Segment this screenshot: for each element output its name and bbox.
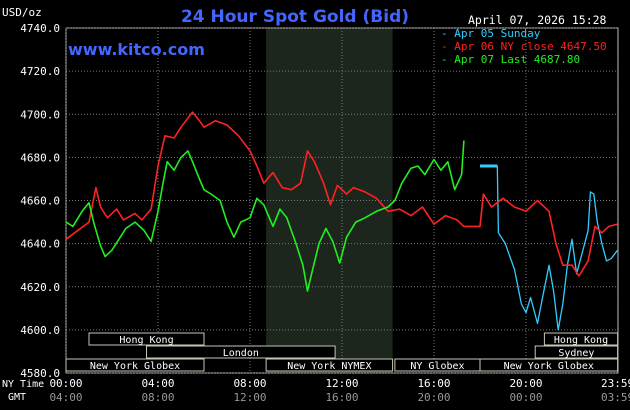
- session-bar: [65, 358, 205, 372]
- x-row-ny-title: NY Time: [2, 379, 44, 390]
- chart-title: 24 Hour Spot Gold (Bid): [181, 7, 409, 27]
- series-line-apr-06-ny-close-4647-50: [65, 111, 618, 277]
- session-bar: [534, 345, 619, 359]
- timestamp: April 07, 2026 15:28: [468, 13, 607, 27]
- legend-entry: - Apr 06 NY close 4647.50: [441, 40, 607, 53]
- y-tick-label: 4640.0: [20, 238, 60, 251]
- session-label: London: [223, 348, 259, 359]
- x-tick-label-ny: 04:00: [141, 377, 174, 390]
- session-bar: [543, 332, 619, 346]
- x-tick-label-gmt: 08:00: [141, 391, 174, 404]
- x-tick-label-ny: 23:59: [601, 377, 630, 390]
- y-unit-label: USD/oz: [2, 6, 42, 19]
- series-line-apr-05-sunday: [480, 165, 619, 331]
- x-tick-label-gmt: 12:00: [233, 391, 266, 404]
- session-label: NY Globex: [410, 361, 464, 372]
- legend: - Apr 05 Sunday- Apr 06 NY close 4647.50…: [441, 27, 607, 66]
- session-bar: [265, 358, 394, 372]
- website-label: www.kitco.com: [68, 40, 205, 59]
- session-label: New York Globex: [90, 361, 180, 372]
- x-tick-label-gmt: 03:59: [601, 391, 630, 404]
- session-label: Hong Kong: [119, 335, 173, 346]
- session-bar: [146, 345, 336, 359]
- x-tick-label-ny: 12:00: [325, 377, 358, 390]
- y-tick-label: 4680.0: [20, 151, 60, 164]
- x-tick-label-ny: 08:00: [233, 377, 266, 390]
- x-row-gmt-title: GMT: [8, 392, 26, 403]
- y-tick-label: 4660.0: [20, 195, 60, 208]
- y-tick-label: 4720.0: [20, 65, 60, 78]
- y-tick-label: 4580.0: [20, 367, 60, 380]
- x-tick-label-gmt: 20:00: [417, 391, 450, 404]
- x-tick-label-gmt: 00:00: [509, 391, 542, 404]
- session-bar: [479, 358, 619, 372]
- legend-entry: - Apr 05 Sunday: [441, 27, 541, 40]
- x-tick-label-ny: 00:00: [49, 377, 82, 390]
- legend-entry: - Apr 07 Last 4687.80: [441, 53, 580, 66]
- x-tick-label-ny: 16:00: [417, 377, 450, 390]
- series-line-apr-07-last-4687-80: [65, 140, 465, 292]
- session-label: New York Globex: [504, 361, 594, 372]
- y-tick-label: 4600.0: [20, 324, 60, 337]
- x-tick-label-ny: 20:00: [509, 377, 542, 390]
- x-tick-label-gmt: 16:00: [325, 391, 358, 404]
- y-tick-label: 4700.0: [20, 108, 60, 121]
- x-tick-label-gmt: 04:00: [49, 391, 82, 404]
- y-tick-label: 4620.0: [20, 281, 60, 294]
- session-bar: [88, 332, 205, 346]
- session-label: New York NYMEX: [287, 361, 371, 372]
- session-label: Sydney: [558, 348, 594, 359]
- y-tick-label: 4740.0: [20, 22, 60, 35]
- session-label: Hong Kong: [554, 335, 608, 346]
